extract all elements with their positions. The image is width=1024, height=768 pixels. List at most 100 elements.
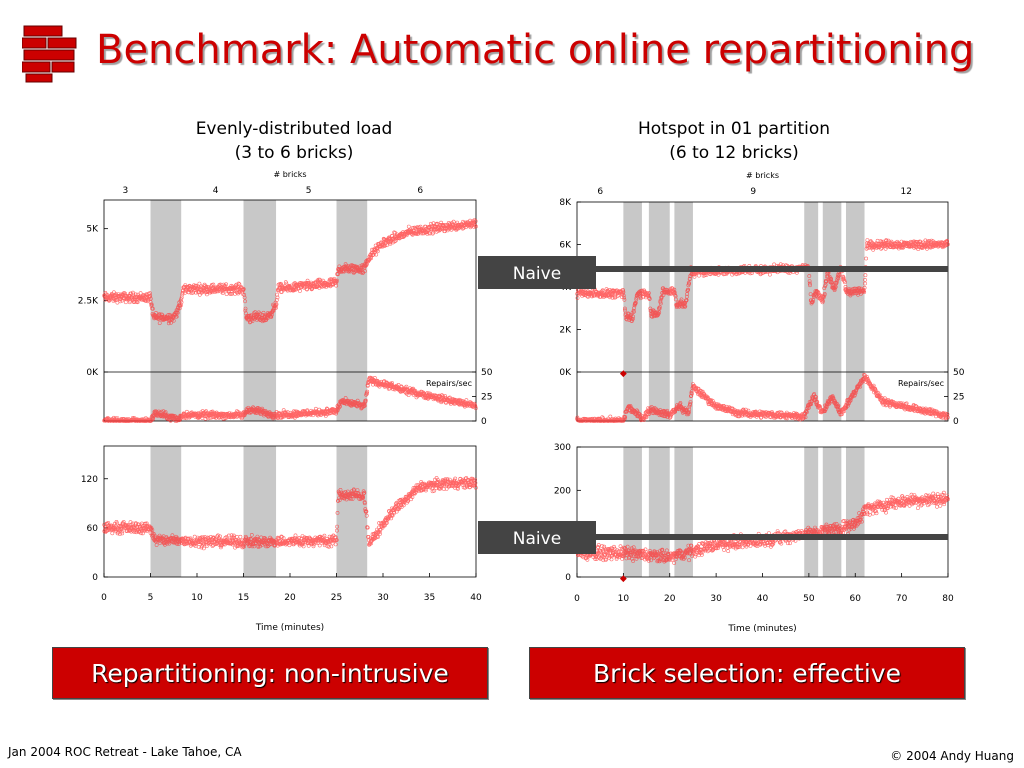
- data-point: [211, 282, 216, 287]
- data-point: [138, 291, 143, 296]
- data-point: [119, 292, 124, 297]
- data-point: [144, 292, 149, 297]
- y-tick-label: 2K: [559, 326, 572, 336]
- data-point: [238, 534, 243, 539]
- data-point: [338, 404, 342, 409]
- data-point: [472, 218, 477, 223]
- x-tick-label: 25: [331, 593, 342, 603]
- repartition-interval: [150, 446, 182, 577]
- data-point: [451, 219, 456, 224]
- y-tick-label: 5K: [86, 225, 99, 235]
- data-point: [148, 296, 153, 301]
- bricks-tick-label: 6: [417, 186, 423, 196]
- data-point: [575, 296, 580, 300]
- data-point: [243, 299, 247, 304]
- data-point: [334, 278, 339, 283]
- y2-tick-label: 0: [953, 417, 959, 427]
- data-point: [181, 411, 186, 416]
- repartition-interval: [674, 202, 693, 421]
- data-point: [313, 406, 318, 411]
- data-point: [413, 225, 418, 230]
- data-point: [131, 292, 136, 297]
- repartition-interval: [336, 446, 368, 577]
- data-point: [151, 313, 156, 318]
- data-point: [406, 224, 411, 229]
- data-point: [473, 219, 478, 224]
- data-point: [149, 302, 154, 307]
- data-point: [864, 256, 869, 261]
- data-point: [209, 289, 214, 294]
- data-point: [242, 295, 247, 300]
- repartition-interval: [804, 202, 819, 421]
- repartition-interval: [243, 446, 277, 577]
- data-point: [276, 288, 281, 293]
- chart-right: # bricks69120K2K4K6K8K02550Repairs/sec01…: [554, 171, 965, 634]
- data-point: [309, 287, 314, 292]
- data-point: [205, 290, 210, 295]
- bricks-tick-label: 6: [597, 187, 603, 197]
- data-point: [434, 222, 439, 227]
- data-point: [316, 277, 321, 282]
- data-point: [284, 281, 289, 286]
- data-point: [258, 412, 263, 417]
- data-point: [372, 250, 377, 255]
- data-point: [374, 252, 379, 257]
- repartition-interval: [243, 200, 277, 421]
- data-point: [473, 223, 478, 228]
- data-point: [297, 289, 302, 293]
- left-chart-heading: Evenly-distributed load (3 to 6 bricks): [144, 117, 444, 165]
- data-point: [110, 531, 115, 536]
- data-point: [435, 221, 440, 226]
- slide-title: Benchmark: Automatic online repartitioni…: [96, 27, 975, 73]
- data-point: [239, 287, 244, 292]
- left-chart-title: Evenly-distributed load: [195, 119, 393, 139]
- y2-tick-label: 50: [481, 368, 493, 378]
- data-point: [183, 283, 188, 288]
- bricks-tick-label: 5: [306, 186, 312, 196]
- data-point: [383, 243, 388, 248]
- data-point: [335, 271, 340, 276]
- x-tick-label: 20: [284, 593, 296, 603]
- data-point: [156, 317, 161, 321]
- y-tick-label: 2.5K: [78, 296, 99, 306]
- data-point: [194, 283, 199, 288]
- data-point: [130, 290, 135, 295]
- data-point: [224, 292, 229, 297]
- data-point: [178, 303, 183, 308]
- data-point: [224, 282, 229, 287]
- data-point: [197, 292, 202, 297]
- data-point: [332, 276, 337, 281]
- data-point: [204, 409, 209, 414]
- y-tick-label: 6K: [559, 241, 572, 251]
- data-point: [418, 224, 423, 229]
- data-point: [334, 283, 339, 288]
- data-point: [274, 298, 279, 302]
- data-point: [337, 405, 342, 409]
- bricks-tick-label: 9: [750, 187, 756, 197]
- right-chart-title: Hotspot in 01 partition: [637, 119, 831, 139]
- repartition-interval: [804, 447, 819, 577]
- data-point: [147, 291, 152, 296]
- data-point: [193, 411, 198, 416]
- data-point: [242, 292, 247, 297]
- x-tick-label: 40: [470, 593, 482, 603]
- x-tick-label: 0: [101, 593, 107, 603]
- data-point: [305, 287, 309, 292]
- repartition-interval: [822, 202, 842, 421]
- data-point: [378, 532, 382, 536]
- y-tick-label: 0: [92, 573, 98, 583]
- data-point: [360, 271, 365, 276]
- data-point: [133, 299, 138, 304]
- data-point: [241, 287, 246, 291]
- data-point: [175, 310, 180, 315]
- data-point: [369, 256, 374, 261]
- data-point: [473, 224, 478, 229]
- data-point: [270, 309, 275, 314]
- repartition-interval: [822, 447, 842, 577]
- data-point: [154, 310, 158, 315]
- data-point: [274, 302, 279, 307]
- y2-tick-label: 25: [481, 393, 492, 403]
- data-point: [171, 318, 176, 323]
